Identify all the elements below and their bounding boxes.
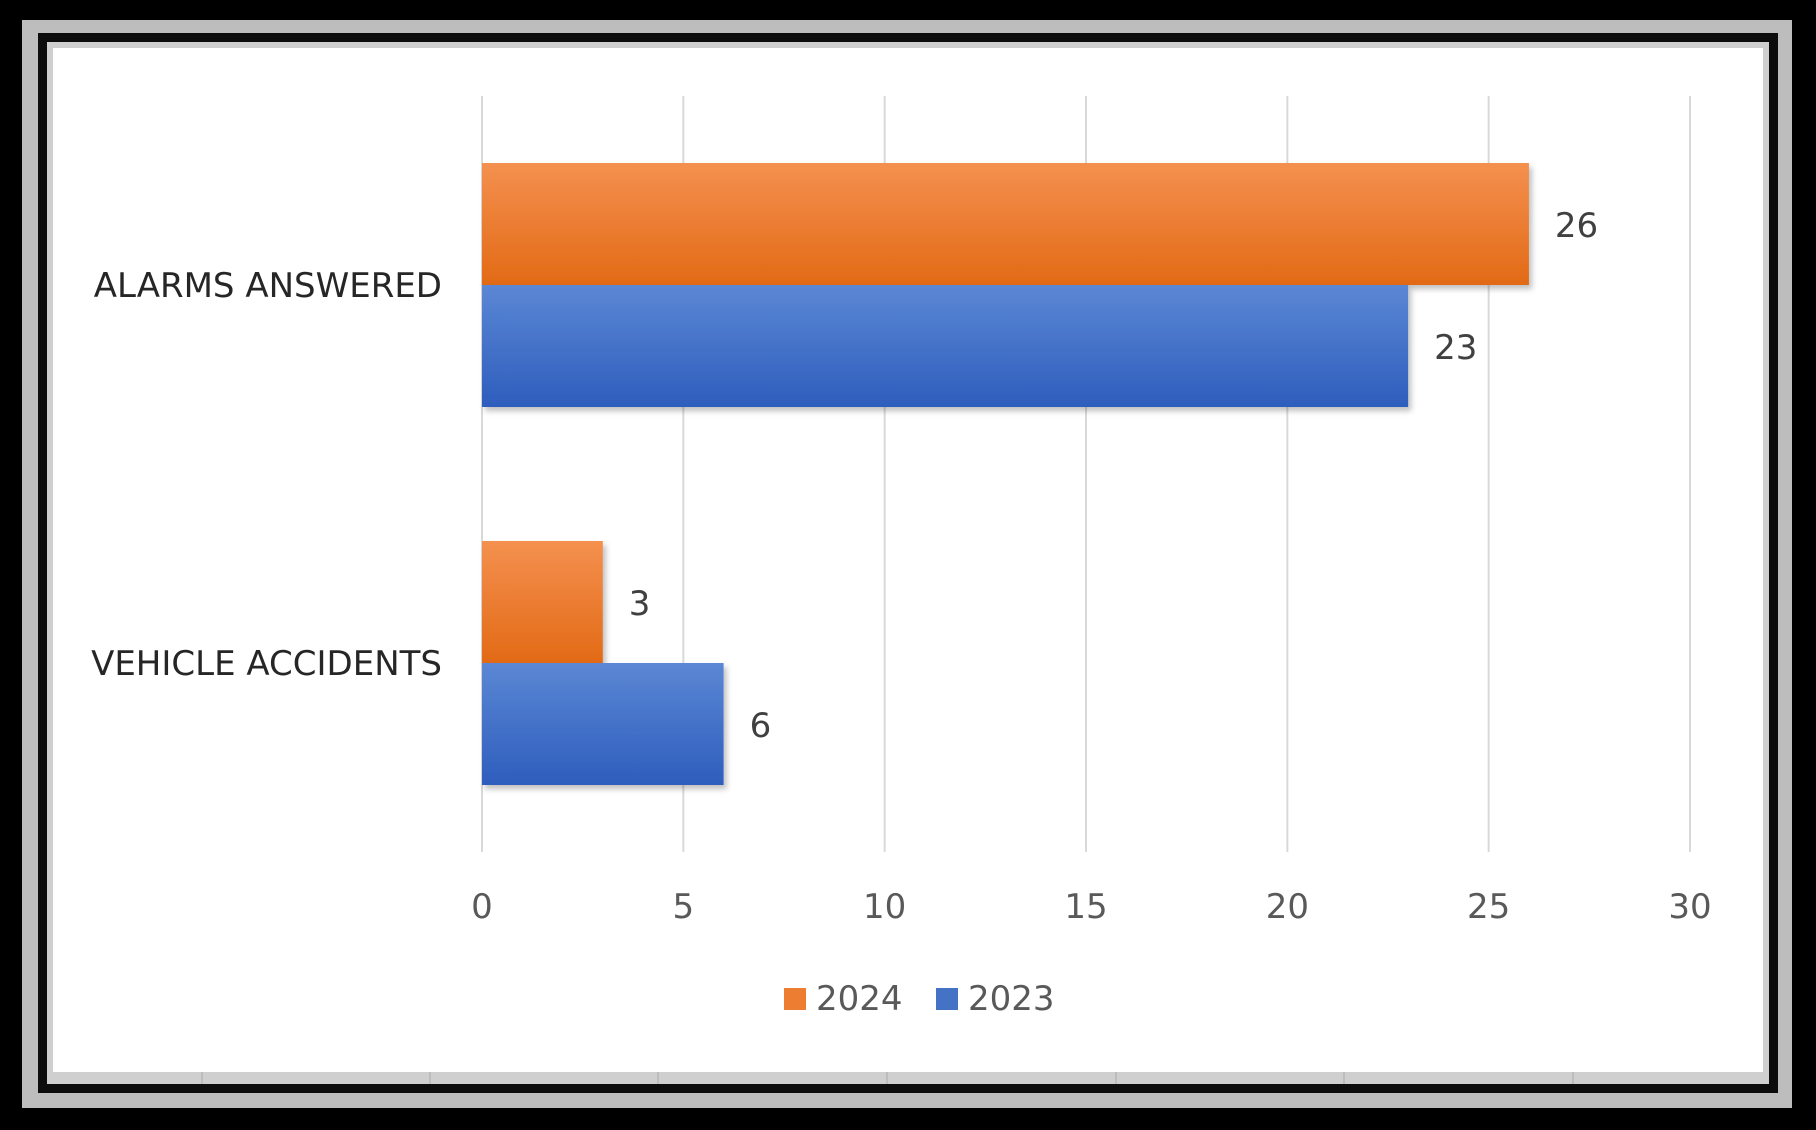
data-labels: 26 23 3 6 (629, 206, 1598, 746)
x-tick-label-0: 0 (471, 887, 493, 927)
data-label-alarms-answered-2023: 23 (1434, 328, 1477, 368)
category-label-alarms-answered: ALARMS ANSWERED (94, 266, 442, 306)
legend-swatch-2024 (784, 988, 806, 1010)
bars (482, 163, 1529, 785)
x-tick-label-15: 15 (1064, 887, 1107, 927)
x-tick-label-25: 25 (1467, 887, 1510, 927)
data-label-alarms-answered-2024: 26 (1555, 206, 1598, 246)
frame-bottom-ticks (201, 1072, 1574, 1084)
x-tick-label-30: 30 (1668, 887, 1711, 927)
x-tick-label-5: 5 (673, 887, 695, 927)
legend-label-2023: 2023 (968, 979, 1055, 1019)
data-label-vehicle-accidents-2023: 6 (750, 706, 772, 746)
bar-alarms-answered-2023 (482, 285, 1409, 407)
x-tick-labels: 0 5 10 15 20 25 30 (471, 887, 1711, 927)
category-label-vehicle-accidents: VEHICLE ACCIDENTS (91, 644, 442, 684)
x-tick-label-20: 20 (1266, 887, 1309, 927)
data-label-vehicle-accidents-2024: 3 (629, 584, 651, 624)
bar-alarms-answered-2024 (482, 163, 1529, 285)
x-tick-label-10: 10 (863, 887, 906, 927)
legend-swatch-2023 (936, 988, 958, 1010)
bar-vehicle-accidents-2024 (482, 541, 603, 663)
bar-vehicle-accidents-2023 (482, 663, 724, 785)
legend: 2024 2023 (784, 979, 1055, 1019)
legend-label-2024: 2024 (816, 979, 903, 1019)
category-labels: ALARMS ANSWERED VEHICLE ACCIDENTS (91, 266, 442, 684)
